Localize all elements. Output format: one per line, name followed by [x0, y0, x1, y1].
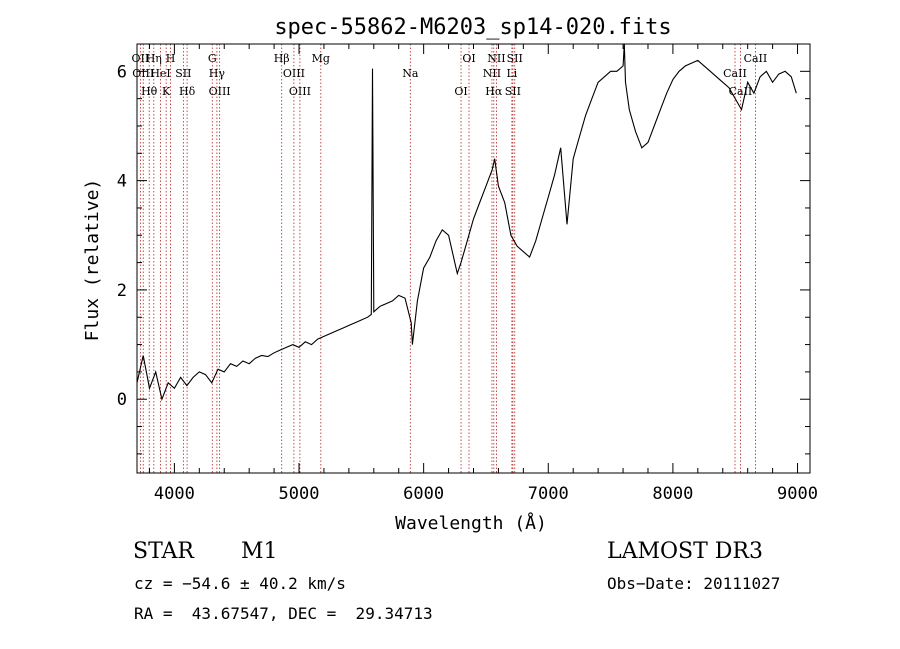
line-label-sii: SII	[175, 67, 191, 80]
spectrum-series-line	[136, 43, 797, 402]
y-tick-label: 6	[117, 62, 127, 82]
line-label-hη: Hη	[146, 52, 162, 65]
line-label-hα: Hα	[485, 85, 503, 98]
line-label-k: K	[162, 85, 171, 98]
x-tick-label: 4000	[154, 484, 195, 504]
line-label-oiii: OIII	[209, 85, 231, 98]
line-label-h: H	[166, 52, 176, 65]
line-label-hγ: Hγ	[209, 67, 226, 80]
line-label-oi: OI	[462, 52, 475, 65]
x-tick-label: 7000	[528, 484, 569, 504]
x-tick-label: 9000	[777, 484, 818, 504]
line-label-li: Li	[506, 67, 517, 80]
x-axis-label: Wavelength (Å)	[395, 512, 547, 534]
line-label-nii: NII	[487, 52, 505, 65]
line-label-oii: OII	[132, 52, 150, 65]
y-tick-label: 4	[117, 172, 127, 192]
y-axis-label: Flux (relative)	[82, 179, 103, 342]
line-label-nii: NII	[483, 67, 501, 80]
line-label-caii: CaII	[723, 67, 747, 80]
redshift-text: cz = −54.6 ± 40.2 km/s	[134, 574, 346, 593]
line-label-hδ: Hδ	[179, 85, 196, 98]
line-label-oiii: OIII	[283, 67, 305, 80]
line-label-mg: Mg	[312, 52, 330, 65]
object-class: STAR	[133, 539, 194, 564]
line-label-hei: HeI	[150, 67, 170, 80]
coordinates-text: RA = 43.67547, DEC = 29.34713	[134, 604, 433, 623]
line-label-g: G	[208, 52, 217, 65]
chart-title: spec-55862-M6203_sp14-020.fits	[274, 15, 671, 40]
x-tick-label: 5000	[279, 484, 320, 504]
line-label-oiii: OIII	[132, 67, 154, 80]
obs-date: Obs−Date: 20111027	[607, 574, 781, 593]
line-label-sii: SII	[505, 85, 521, 98]
line-label-hθ: Hθ	[141, 85, 158, 98]
x-tick-label: 6000	[403, 484, 444, 504]
object-subclass: M1	[241, 539, 278, 564]
emission-line-markers	[139, 44, 756, 473]
line-label-oiii: OIII	[289, 85, 311, 98]
survey-name: LAMOST DR3	[607, 539, 763, 564]
y-tick-label: 0	[117, 390, 127, 410]
x-tick-label: 8000	[652, 484, 693, 504]
line-label-na: Na	[402, 67, 419, 80]
line-label-hβ: Hβ	[274, 52, 290, 65]
y-axis-ticks: 0 2 4 6	[117, 62, 810, 455]
line-label-oi: OI	[454, 85, 467, 98]
line-label-caii: CaII	[729, 85, 753, 98]
y-tick-label: 2	[117, 281, 127, 301]
plot-frame	[136, 43, 811, 474]
line-label-sii: SII	[507, 52, 523, 65]
emission-line-labels: OII OIII Hθ Hη HeI K H SII Hδ G Hγ OIII Hβ OIII OIII Mg…	[132, 52, 768, 98]
line-label-caii: CaII	[744, 52, 768, 65]
x-axis-ticks: 4000 5000 6000 7000 8000 9000	[148, 44, 818, 504]
